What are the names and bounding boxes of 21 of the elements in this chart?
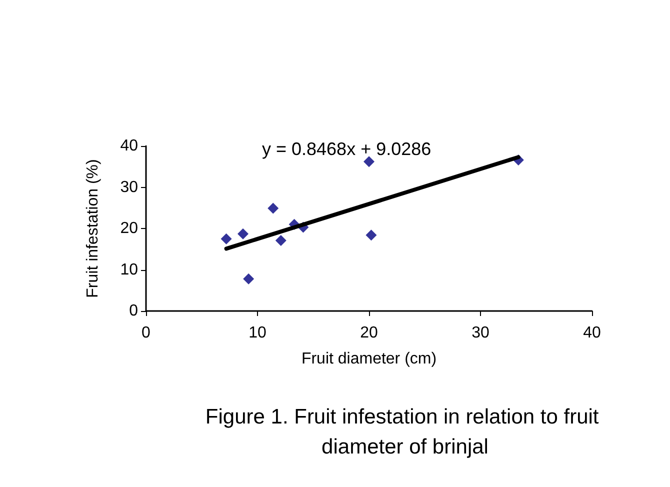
point xyxy=(268,202,279,214)
y-tick-label: 30 xyxy=(120,178,138,196)
point xyxy=(275,234,286,246)
point xyxy=(220,233,232,244)
point xyxy=(243,273,254,284)
point xyxy=(238,228,249,240)
text: Figure 1. Fruit infestation in relation to fruit diameter of brinjal xyxy=(205,406,605,458)
x-tick-label: 30 xyxy=(472,324,490,342)
y-tick-label: 40 xyxy=(120,138,138,154)
x-tick-label: 10 xyxy=(248,324,266,342)
y-tick-label: 10 xyxy=(120,261,138,278)
y-axis-title: Fruit infestation (%) xyxy=(84,159,102,298)
x-tick-label: 20 xyxy=(360,324,378,342)
point xyxy=(366,230,377,241)
x-tick-label: 40 xyxy=(583,324,601,342)
x-axis-title: Fruit diameter (cm) xyxy=(301,350,437,368)
point xyxy=(364,156,374,168)
y-tick-label: 20 xyxy=(120,220,138,237)
x-tick-label: 0 xyxy=(142,324,151,342)
y-tick-label: 0 xyxy=(129,302,138,320)
annotation: y = 0.8468x + 9.0286 xyxy=(262,139,432,159)
